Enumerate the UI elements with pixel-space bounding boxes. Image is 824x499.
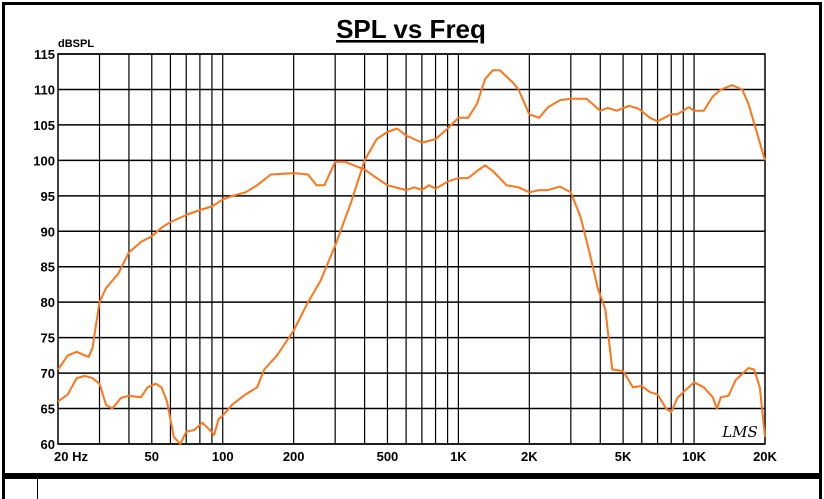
y-tick-label: 115: [34, 47, 55, 62]
y-tick-label: 80: [41, 295, 55, 310]
x-tick-label: 20 Hz: [54, 449, 88, 464]
y-tick-label: 95: [41, 189, 55, 204]
x-tick-label: 20K: [753, 449, 777, 464]
x-tick-label: 2K: [521, 449, 538, 464]
x-tick-label: 200: [283, 449, 305, 464]
x-tick-label: 1K: [450, 449, 467, 464]
y-tick-label: 70: [41, 366, 55, 381]
y-tick-label: 75: [41, 331, 55, 346]
y-tick-label: 60: [41, 437, 55, 452]
chart-title: SPL vs Freq: [336, 14, 486, 44]
y-tick-label: 90: [41, 224, 55, 239]
y-axis-label: dBSPL: [58, 38, 94, 50]
y-tick-label: 100: [33, 153, 55, 168]
plot-border: [57, 53, 766, 445]
series-line-tweeter: [57, 69, 766, 445]
y-tick-label: 85: [41, 260, 55, 275]
chart-frame: [2, 2, 822, 476]
spl-chart: SPL vs Freq dBSPL 60 65 70 75 80 85 90 95 100 105…: [33, 14, 777, 464]
x-tick-label: 100: [212, 449, 234, 464]
lms-watermark: LMS: [721, 423, 758, 441]
y-tick-label: 65: [41, 402, 55, 417]
x-tick-label: 500: [377, 449, 399, 464]
series-line-woofer: [57, 160, 766, 438]
x-tick-label: 5K: [615, 449, 632, 464]
y-tick-label: 105: [33, 118, 55, 133]
y-tick-label: 110: [34, 82, 55, 97]
x-tick-label: 10K: [682, 449, 706, 464]
x-tick-label: 50: [145, 449, 159, 464]
